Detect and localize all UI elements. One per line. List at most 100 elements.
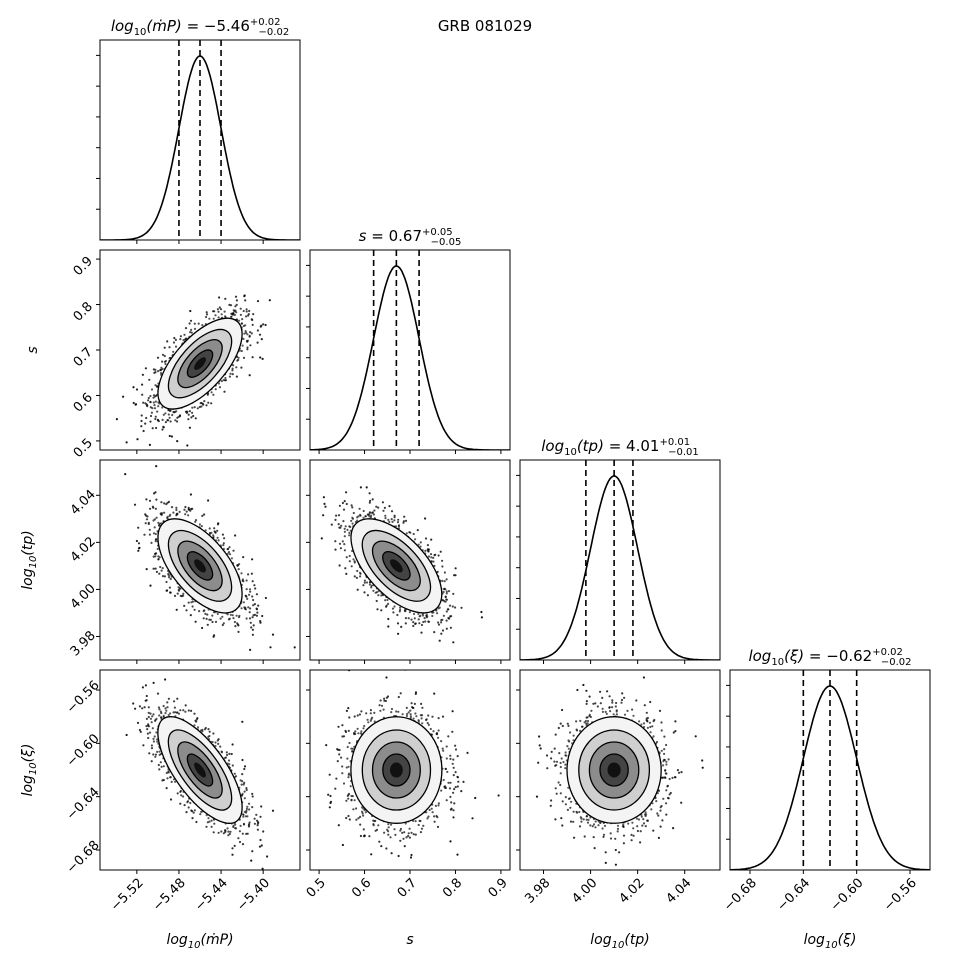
sample-point xyxy=(437,554,440,557)
sample-point xyxy=(396,521,400,524)
sample-point xyxy=(135,388,139,391)
panel-title-s: s = 0.67+0.05 −0.05 xyxy=(359,227,462,248)
sample-point xyxy=(186,410,189,413)
sample-point xyxy=(155,426,158,430)
sample-point xyxy=(247,313,250,316)
sample-point xyxy=(405,532,408,535)
sample-point xyxy=(252,624,255,627)
sample-point xyxy=(251,595,254,598)
sample-point xyxy=(213,527,216,530)
sample-point xyxy=(248,611,251,614)
sample-point xyxy=(382,509,385,512)
sample-point xyxy=(174,410,177,413)
sample-point xyxy=(168,416,171,419)
sample-point xyxy=(154,400,157,403)
sample-point xyxy=(235,375,238,378)
sample-point xyxy=(168,586,171,589)
sample-point xyxy=(211,620,214,624)
sample-point xyxy=(356,588,359,591)
sample-point xyxy=(343,530,346,533)
sample-point xyxy=(155,465,158,468)
sample-point xyxy=(162,413,165,416)
sample-point xyxy=(391,520,394,524)
sample-point xyxy=(242,356,246,359)
sample-point xyxy=(250,626,253,629)
sample-point xyxy=(191,605,194,608)
y-tick-label: 0.9 xyxy=(71,254,96,279)
sample-point xyxy=(242,601,245,604)
sample-point xyxy=(234,305,237,308)
sample-point xyxy=(345,502,348,506)
sample-point xyxy=(253,584,256,587)
sample-point xyxy=(159,368,162,371)
sample-point xyxy=(144,422,147,425)
sample-point xyxy=(424,549,427,553)
sample-point xyxy=(218,296,221,299)
sample-point xyxy=(223,537,226,540)
sample-point xyxy=(193,608,196,611)
sample-point xyxy=(397,632,400,635)
sample-point xyxy=(189,309,192,313)
sample-point xyxy=(235,311,238,314)
sample-point xyxy=(183,338,187,341)
sample-point xyxy=(166,419,169,422)
sample-point xyxy=(450,615,453,618)
sample-point xyxy=(238,319,241,322)
sample-point xyxy=(353,561,356,564)
sample-point xyxy=(245,617,248,620)
sample-point xyxy=(148,443,151,446)
sample-point xyxy=(184,505,187,509)
sample-point xyxy=(145,568,148,571)
sample-point xyxy=(222,542,225,545)
sample-point xyxy=(400,625,403,629)
sample-point xyxy=(154,384,157,387)
sample-point xyxy=(412,532,415,536)
sample-point xyxy=(232,549,235,552)
sample-point xyxy=(254,587,257,590)
sample-point xyxy=(251,323,254,326)
sample-point xyxy=(160,513,163,516)
sample-point xyxy=(264,596,267,600)
sample-point xyxy=(445,619,448,622)
sample-point xyxy=(268,299,271,302)
sample-point xyxy=(335,514,338,517)
sample-point xyxy=(154,532,157,536)
sample-point xyxy=(250,572,253,575)
sample-point xyxy=(242,337,245,340)
sample-point xyxy=(163,575,166,578)
sample-point xyxy=(437,623,441,626)
sample-point xyxy=(441,629,445,632)
sample-point xyxy=(239,313,242,316)
sample-point xyxy=(345,556,348,559)
sample-point xyxy=(143,533,146,536)
sample-point xyxy=(154,555,157,558)
sample-point xyxy=(235,299,238,302)
sample-point xyxy=(426,544,429,547)
sample-point xyxy=(334,548,337,551)
sample-point xyxy=(212,635,215,638)
sample-point xyxy=(445,578,448,581)
sample-point xyxy=(194,417,197,420)
y-tick-label: 0.5 xyxy=(71,436,96,461)
sample-point xyxy=(362,516,365,519)
sample-point xyxy=(229,613,232,616)
sample-point xyxy=(187,413,190,416)
sample-point xyxy=(152,396,155,399)
sample-point xyxy=(145,403,148,406)
sample-point xyxy=(242,556,245,559)
sample-point xyxy=(156,356,160,359)
sample-point xyxy=(201,324,204,327)
y-tick-label: 4.02 xyxy=(68,534,99,565)
sample-point xyxy=(388,520,391,524)
sample-point xyxy=(198,405,201,409)
sample-point xyxy=(424,620,427,623)
sample-point xyxy=(162,426,165,429)
sample-point xyxy=(422,620,425,624)
panel-title-mdot: log10(ṁP) = −5.46+0.02 −0.02 xyxy=(111,17,289,38)
panel-1-0 xyxy=(115,294,271,447)
sample-point xyxy=(269,646,272,649)
sample-point xyxy=(242,580,245,583)
sample-point xyxy=(187,508,191,511)
sample-point xyxy=(152,368,155,371)
sample-point xyxy=(149,406,152,409)
